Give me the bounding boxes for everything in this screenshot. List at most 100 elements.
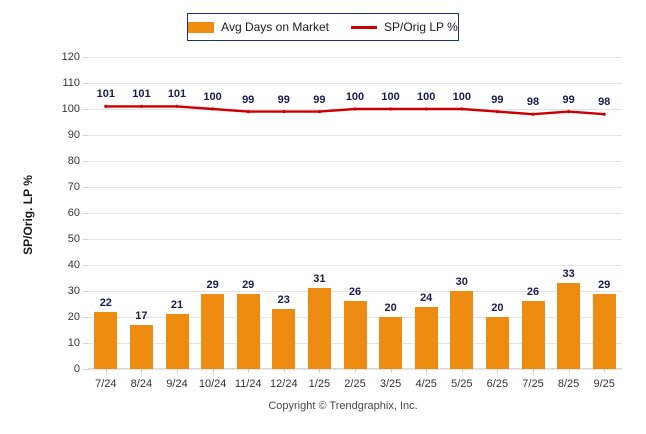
bar[interactable] xyxy=(94,311,118,369)
line-value-label: 101 xyxy=(96,88,115,101)
line-point[interactable] xyxy=(424,107,428,111)
line-point[interactable] xyxy=(495,110,499,114)
bar[interactable] xyxy=(450,291,474,369)
line-value-label: 100 xyxy=(417,91,436,103)
x-tick-label: 9/25 xyxy=(593,378,615,390)
x-tick-label: 7/24 xyxy=(95,378,117,390)
bar[interactable] xyxy=(129,324,153,369)
y-tick-label: 90 xyxy=(67,129,80,141)
bar-swatch-icon xyxy=(188,21,215,33)
x-tick-label: 4/25 xyxy=(415,378,437,390)
copyright-note: Copyright © Trendgraphix, Inc. xyxy=(268,400,418,412)
gridline xyxy=(88,161,622,162)
line-value-label: 99 xyxy=(562,93,575,106)
y-tick-label: 110 xyxy=(62,77,80,89)
bar[interactable] xyxy=(379,317,403,369)
bar-value-label: 31 xyxy=(313,273,326,286)
line-point[interactable] xyxy=(104,104,108,108)
y-tick-mark xyxy=(83,109,88,110)
y-tick-label: 80 xyxy=(67,155,80,167)
x-tick-mark xyxy=(141,369,143,373)
y-tick-mark xyxy=(83,317,88,318)
bar[interactable] xyxy=(236,293,260,369)
bar-value-label: 29 xyxy=(598,278,611,291)
bar[interactable] xyxy=(521,301,545,369)
bar[interactable] xyxy=(592,293,616,369)
gridline xyxy=(88,135,622,136)
bar-value-label: 20 xyxy=(491,302,504,314)
bar-value-label: 22 xyxy=(99,296,112,309)
x-tick-label: 7/25 xyxy=(522,378,544,390)
bar[interactable] xyxy=(307,288,331,369)
line-point[interactable] xyxy=(353,107,357,111)
bar[interactable] xyxy=(557,283,581,369)
line-value-label: 99 xyxy=(242,93,255,106)
x-tick-mark xyxy=(248,369,250,373)
line-point[interactable] xyxy=(531,112,535,116)
chart-legend: Avg Days on Market SP/Orig LP % xyxy=(187,13,459,41)
y-tick-mark xyxy=(83,369,88,370)
line-value-label: 98 xyxy=(526,96,540,109)
line-value-label: 99 xyxy=(491,93,504,106)
y-tick-mark xyxy=(83,135,88,136)
line-point[interactable] xyxy=(317,110,321,114)
x-tick-label: 9/24 xyxy=(166,378,188,390)
y-tick-label: 120 xyxy=(61,51,80,63)
y-tick-mark xyxy=(83,187,88,188)
x-tick-label: 11/24 xyxy=(234,378,262,390)
gridline xyxy=(88,213,622,214)
bar-value-label: 26 xyxy=(348,286,362,299)
line-value-label: 101 xyxy=(167,88,187,101)
gridline xyxy=(88,57,622,58)
bar-value-label: 26 xyxy=(526,286,540,299)
line-point[interactable] xyxy=(139,104,143,108)
x-tick-label: 3/25 xyxy=(379,378,402,390)
line-point[interactable] xyxy=(460,107,464,111)
line-value-label: 100 xyxy=(381,91,400,103)
line-value-label: 100 xyxy=(203,91,222,103)
bar[interactable] xyxy=(414,306,438,369)
bar-value-label: 23 xyxy=(277,294,290,307)
y-tick-mark xyxy=(83,239,88,240)
bar[interactable] xyxy=(201,293,225,369)
line-point[interactable] xyxy=(602,112,606,116)
bar[interactable] xyxy=(485,317,509,369)
bar-value-label: 20 xyxy=(384,302,397,314)
y-tick-mark xyxy=(83,265,88,266)
x-tick-mark xyxy=(212,369,214,373)
legend-item-avg-days-on-market[interactable]: Avg Days on Market xyxy=(188,20,329,34)
x-tick-label: 8/25 xyxy=(557,378,580,390)
line-point[interactable] xyxy=(175,104,179,108)
line-point[interactable] xyxy=(211,107,215,111)
line-point[interactable] xyxy=(282,110,286,114)
x-tick-mark xyxy=(105,369,107,373)
y-tick-mark xyxy=(83,57,88,58)
y-tick-mark xyxy=(83,161,88,162)
line-point[interactable] xyxy=(246,110,250,114)
bar[interactable] xyxy=(165,314,189,369)
bar[interactable] xyxy=(343,301,367,369)
x-tick-mark xyxy=(497,369,499,373)
legend-item-sp-orig-lp[interactable]: SP/Orig LP % xyxy=(351,20,458,34)
bar-value-label: 29 xyxy=(242,278,255,291)
x-axis-ticks: 7/24 8/24 9/24 10/24 11/24 12/24 1/25 2/25 3/25 4… xyxy=(88,57,622,390)
line-point[interactable] xyxy=(389,107,393,111)
x-tick-label: 10/24 xyxy=(198,378,227,390)
gridline xyxy=(88,239,622,240)
legend-label-sp-orig-lp: SP/Orig LP % xyxy=(384,20,458,34)
line-value-label: 99 xyxy=(277,93,290,106)
y-tick-label: 30 xyxy=(67,285,80,297)
x-tick-label: 8/24 xyxy=(130,378,153,390)
y-tick-label: 60 xyxy=(67,207,80,219)
y-tick-label: 40 xyxy=(67,259,80,271)
x-tick-mark xyxy=(355,369,356,373)
x-tick-mark xyxy=(426,369,428,373)
line-value-label: 98 xyxy=(598,96,611,109)
y-axis-title: SP/Orig. LP % xyxy=(21,175,35,255)
y-tick-label: 20 xyxy=(67,311,80,323)
bar[interactable] xyxy=(272,309,296,369)
line-point[interactable] xyxy=(567,110,571,114)
gridline xyxy=(88,265,622,266)
y-tick-mark xyxy=(83,291,88,292)
y-tick-mark xyxy=(83,83,88,84)
